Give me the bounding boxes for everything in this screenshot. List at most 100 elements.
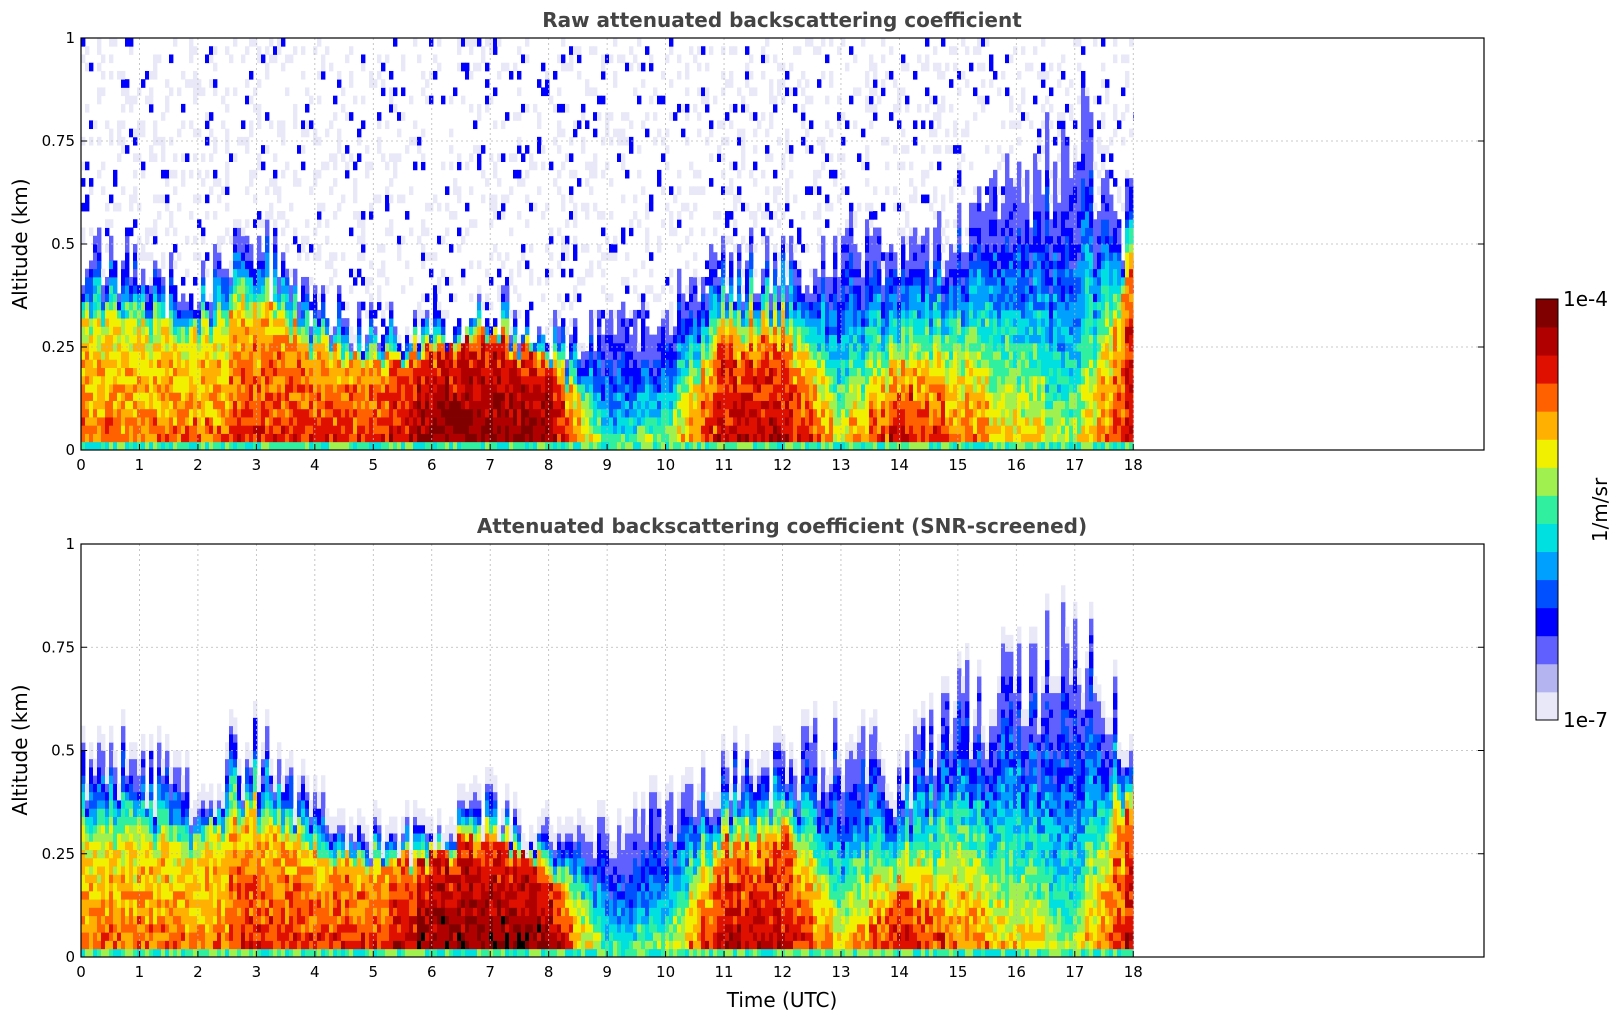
heatmap-cell [829, 169, 834, 179]
heatmap-cell [745, 70, 750, 80]
heatmap-cell [553, 351, 558, 360]
heatmap-cell [801, 136, 806, 146]
heatmap-cell [241, 244, 246, 253]
heatmap-cell [85, 441, 90, 451]
heatmap-cell [481, 301, 486, 311]
heatmap-cell [841, 276, 846, 286]
heatmap-cell [329, 153, 334, 162]
heatmap-cell [269, 351, 274, 360]
heatmap-cell [789, 285, 794, 294]
heatmap-cell [501, 194, 506, 204]
heatmap-cell [517, 359, 522, 368]
heatmap-cell [781, 79, 786, 88]
heatmap-cell [293, 425, 298, 434]
heatmap-cell [841, 38, 846, 47]
heatmap-cell [589, 161, 594, 171]
heatmap-cell [685, 433, 690, 443]
heatmap-cell [385, 392, 390, 401]
heatmap-cell [729, 268, 734, 278]
heatmap-cell [565, 244, 570, 253]
heatmap-cell [645, 400, 650, 410]
heatmap-cell [465, 202, 470, 212]
heatmap-cell [825, 433, 830, 443]
heatmap-cell [329, 186, 334, 195]
heatmap-cell [601, 359, 606, 368]
heatmap-cell [265, 276, 270, 286]
heatmap-cell [145, 334, 150, 344]
heatmap-cell [109, 384, 114, 393]
heatmap-cell [217, 235, 222, 245]
heatmap-cell [641, 301, 646, 311]
heatmap-cell [557, 128, 562, 138]
heatmap-cell [253, 103, 258, 113]
heatmap-cell [489, 252, 494, 261]
heatmap-cell [253, 342, 258, 352]
heatmap-cell [753, 161, 758, 171]
heatmap-cell [637, 392, 642, 401]
heatmap-cell [209, 309, 214, 319]
heatmap-cell [369, 161, 374, 171]
heatmap-cell [485, 318, 490, 327]
heatmap-cell [257, 392, 262, 401]
heatmap-cell [361, 235, 366, 245]
heatmap-cell [81, 367, 86, 377]
heatmap-cell [285, 384, 290, 393]
heatmap-cell [801, 392, 806, 401]
heatmap-cell [429, 38, 434, 47]
heatmap-cell [209, 79, 214, 88]
heatmap-cell [265, 252, 270, 261]
heatmap-cell [461, 375, 466, 385]
heatmap-cell [657, 326, 662, 336]
heatmap-cell [817, 326, 822, 336]
heatmap-cell [517, 433, 522, 443]
heatmap-cell [589, 400, 594, 410]
heatmap-cell [205, 392, 210, 401]
heatmap-cell [125, 145, 130, 154]
heatmap-cell [689, 425, 694, 434]
heatmap-cell [801, 334, 806, 344]
heatmap-cell [845, 441, 850, 451]
heatmap-cell [649, 417, 654, 426]
heatmap-cell [781, 425, 786, 434]
heatmap-cell [553, 334, 558, 344]
heatmap-cell [485, 334, 490, 344]
heatmap-cell [133, 408, 138, 418]
heatmap-cell [513, 309, 518, 319]
heatmap-cell [817, 441, 822, 451]
heatmap-cell [177, 318, 182, 327]
heatmap-cell [545, 384, 550, 393]
heatmap-cell [813, 293, 818, 303]
heatmap-cell [161, 276, 166, 286]
heatmap-cell [185, 268, 190, 278]
heatmap-cell [101, 433, 106, 443]
heatmap-cell [441, 326, 446, 336]
heatmap-cell [449, 211, 454, 220]
heatmap-cell [493, 400, 498, 410]
heatmap-cell [481, 384, 486, 393]
heatmap-cell [389, 301, 394, 311]
heatmap-cell [661, 351, 666, 360]
heatmap-cell [693, 103, 698, 113]
heatmap-cell [609, 334, 614, 344]
heatmap-cell [413, 326, 418, 336]
heatmap-cell [225, 186, 230, 195]
heatmap-cell [685, 326, 690, 336]
heatmap-cell [165, 367, 170, 377]
heatmap-cell [85, 425, 90, 434]
heatmap-cell [597, 433, 602, 443]
heatmap-cell [589, 408, 594, 418]
heatmap-cell [693, 309, 698, 319]
heatmap-cell [829, 359, 834, 368]
heatmap-cell [265, 186, 270, 195]
heatmap-cell [817, 285, 822, 294]
heatmap-cell [785, 285, 790, 294]
heatmap-cell [461, 95, 466, 105]
heatmap-cell [165, 194, 170, 204]
heatmap-cell [85, 326, 90, 336]
heatmap-cell [677, 417, 682, 426]
heatmap-cell [721, 400, 726, 410]
heatmap-cell [237, 136, 242, 146]
heatmap-cell [697, 128, 702, 138]
heatmap-cell [373, 367, 378, 377]
heatmap-cell [305, 326, 310, 336]
